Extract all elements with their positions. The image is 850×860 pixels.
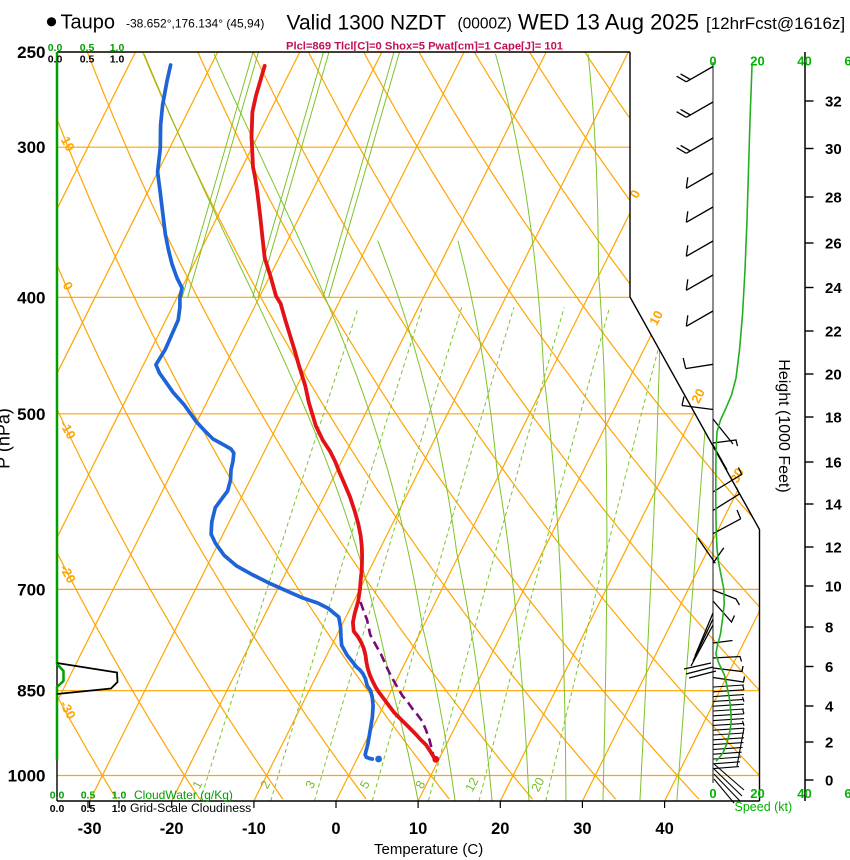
svg-text:Taupo: Taupo <box>61 12 116 34</box>
svg-text:40: 40 <box>655 820 673 838</box>
svg-text:4: 4 <box>825 699 834 716</box>
svg-text:6: 6 <box>844 786 850 801</box>
svg-text:8: 8 <box>825 620 833 637</box>
svg-text:-38.652°,176.134° (45,94): -38.652°,176.134° (45,94) <box>126 17 264 31</box>
svg-text:10: 10 <box>646 308 666 328</box>
svg-text:Valid 1300 NZDT: Valid 1300 NZDT <box>287 11 447 34</box>
svg-text:26: 26 <box>825 236 842 253</box>
svg-text:20: 20 <box>688 386 708 406</box>
svg-text:1.0: 1.0 <box>110 42 125 54</box>
svg-text:14: 14 <box>825 497 842 514</box>
svg-text:30: 30 <box>825 141 842 158</box>
svg-text:1.0: 1.0 <box>110 54 125 66</box>
svg-text:12: 12 <box>463 775 482 794</box>
svg-text:30: 30 <box>573 820 591 838</box>
svg-text:2: 2 <box>825 735 833 752</box>
svg-text:0.0: 0.0 <box>48 54 63 66</box>
svg-text:6: 6 <box>844 54 850 69</box>
svg-text:10: 10 <box>58 134 78 154</box>
svg-text:-30: -30 <box>78 820 102 838</box>
svg-text:10: 10 <box>409 820 427 838</box>
svg-text:16: 16 <box>825 455 842 472</box>
svg-text:Plcl=869 Tlcl[C]=0 Shox=5 Pwat: Plcl=869 Tlcl[C]=0 Shox=5 Pwat[cm]=1 Cap… <box>286 41 563 53</box>
svg-text:10: 10 <box>825 579 842 596</box>
svg-text:0.5: 0.5 <box>81 803 96 815</box>
svg-text:20: 20 <box>750 786 764 801</box>
svg-text:18: 18 <box>825 410 842 427</box>
svg-text:(0000Z): (0000Z) <box>458 16 512 33</box>
svg-text:-10: -10 <box>242 820 266 838</box>
svg-text:1.0: 1.0 <box>112 790 127 802</box>
svg-text:CloudWater (g/Kg): CloudWater (g/Kg) <box>134 788 233 802</box>
svg-text:24: 24 <box>825 280 842 297</box>
svg-text:0.0: 0.0 <box>50 803 65 815</box>
svg-text:0.5: 0.5 <box>80 42 95 54</box>
svg-text:P (hPa): P (hPa) <box>0 408 14 469</box>
svg-text:0.5: 0.5 <box>80 54 95 66</box>
svg-text:0: 0 <box>331 820 340 838</box>
svg-text:300: 300 <box>17 138 45 157</box>
svg-text:Height (1000 Feet): Height (1000 Feet) <box>775 359 792 492</box>
svg-text:Temperature (C): Temperature (C) <box>374 841 483 858</box>
svg-text:22: 22 <box>825 324 842 341</box>
svg-text:20: 20 <box>750 54 764 69</box>
svg-text:0: 0 <box>709 54 716 69</box>
svg-text:850: 850 <box>17 682 45 701</box>
svg-text:28: 28 <box>825 190 842 207</box>
svg-text:0.0: 0.0 <box>48 42 63 54</box>
svg-text:0.5: 0.5 <box>81 790 96 802</box>
svg-text:250: 250 <box>17 43 45 62</box>
svg-text:Speed (kt): Speed (kt) <box>735 800 793 814</box>
svg-text:Grid-Scale Cloudiness: Grid-Scale Cloudiness <box>130 801 251 815</box>
svg-text:0.0: 0.0 <box>50 790 65 802</box>
svg-text:700: 700 <box>17 580 45 599</box>
svg-text:20: 20 <box>491 820 509 838</box>
svg-text:0: 0 <box>825 773 833 790</box>
svg-text:40: 40 <box>797 786 811 801</box>
svg-text:0: 0 <box>709 786 716 801</box>
svg-text:-20: -20 <box>160 820 184 838</box>
svg-text:20: 20 <box>825 367 842 384</box>
svg-text:20: 20 <box>529 775 548 794</box>
svg-text:1.0: 1.0 <box>112 803 127 815</box>
svg-text:1000: 1000 <box>8 767 46 786</box>
svg-text:WED 13 Aug 2025: WED 13 Aug 2025 <box>518 9 699 34</box>
svg-text:500: 500 <box>17 405 45 424</box>
svg-text:32: 32 <box>825 94 842 111</box>
svg-text:12: 12 <box>825 540 842 557</box>
svg-text:400: 400 <box>17 288 45 307</box>
svg-text:40: 40 <box>797 54 811 69</box>
svg-text:6: 6 <box>825 659 833 676</box>
svg-text:[12hrFcst@1616z]: [12hrFcst@1616z] <box>706 14 845 33</box>
